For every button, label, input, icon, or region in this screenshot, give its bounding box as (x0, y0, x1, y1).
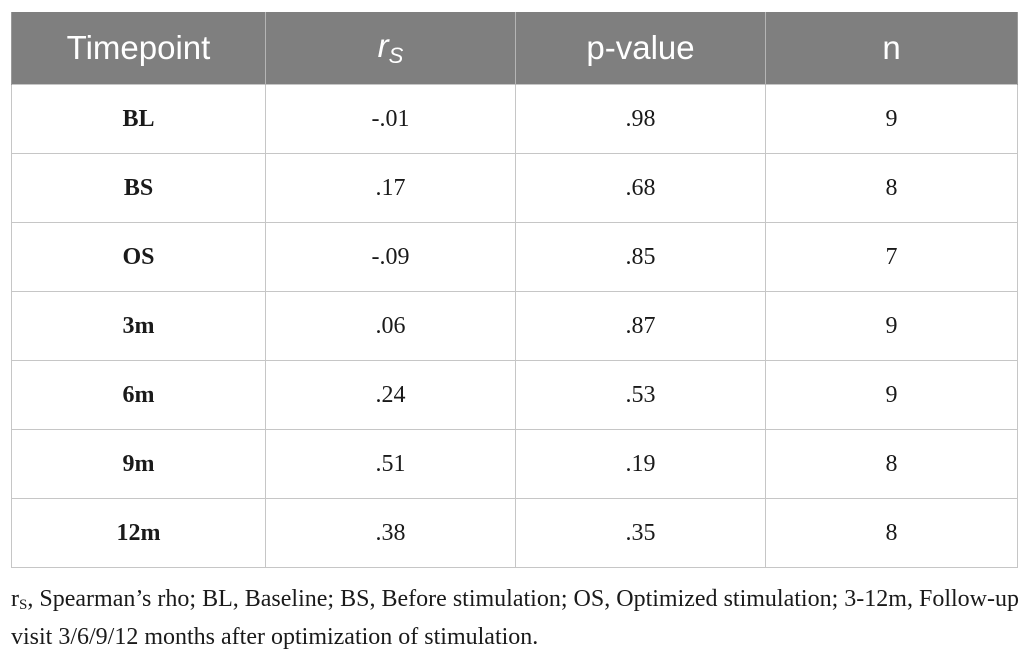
cell-n: 9 (765, 291, 1018, 361)
cell-p-value: .19 (515, 429, 766, 499)
header-n: n (765, 12, 1018, 85)
cell-rs: .51 (265, 429, 516, 499)
cell-rs: .06 (265, 291, 516, 361)
table-row: 3m .06 .87 9 (11, 291, 1018, 361)
cell-n: 9 (765, 84, 1018, 154)
cell-timepoint: 3m (11, 291, 266, 361)
header-rs-main: r (377, 27, 389, 64)
cell-p-value: .98 (515, 84, 766, 154)
cell-n: 9 (765, 360, 1018, 430)
cell-p-value: .68 (515, 153, 766, 223)
footnote-symbol-main: r (11, 586, 19, 612)
cell-p-value: .85 (515, 222, 766, 292)
table-row: OS -.09 .85 7 (11, 222, 1018, 292)
correlation-table: Timepoint rS p-value n BL -.01 .98 9 BS … (11, 12, 1018, 568)
table-row: 9m .51 .19 8 (11, 429, 1018, 499)
header-timepoint: Timepoint (11, 12, 266, 85)
cell-rs: .38 (265, 498, 516, 568)
cell-timepoint: BS (11, 153, 266, 223)
table-footnote: rS, Spearman’s rho; BL, Baseline; BS, Be… (11, 583, 1019, 653)
table-row: 12m .38 .35 8 (11, 498, 1018, 568)
cell-n: 8 (765, 498, 1018, 568)
cell-p-value: .87 (515, 291, 766, 361)
header-rs-sub: S (388, 43, 404, 68)
cell-p-value: .35 (515, 498, 766, 568)
cell-timepoint: 6m (11, 360, 266, 430)
cell-rs: .24 (265, 360, 516, 430)
cell-n: 8 (765, 153, 1018, 223)
cell-timepoint: 9m (11, 429, 266, 499)
cell-rs: -.09 (265, 222, 516, 292)
cell-timepoint: OS (11, 222, 266, 292)
cell-timepoint: BL (11, 84, 266, 154)
table-row: BS .17 .68 8 (11, 153, 1018, 223)
cell-n: 7 (765, 222, 1018, 292)
cell-timepoint: 12m (11, 498, 266, 568)
header-spearman-rho: rS (265, 12, 516, 85)
cell-n: 8 (765, 429, 1018, 499)
table-header-row: Timepoint rS p-value n (11, 12, 1018, 85)
table-row: 6m .24 .53 9 (11, 360, 1018, 430)
table-row: BL -.01 .98 9 (11, 84, 1018, 154)
cell-rs: -.01 (265, 84, 516, 154)
cell-rs: .17 (265, 153, 516, 223)
header-p-value: p-value (515, 12, 766, 85)
cell-p-value: .53 (515, 360, 766, 430)
footnote-text: , Spearman’s rho; BL, Baseline; BS, Befo… (11, 586, 1019, 650)
results-table-container: Timepoint rS p-value n BL -.01 .98 9 BS … (11, 12, 1018, 568)
footnote-symbol-sub: S (19, 597, 28, 613)
